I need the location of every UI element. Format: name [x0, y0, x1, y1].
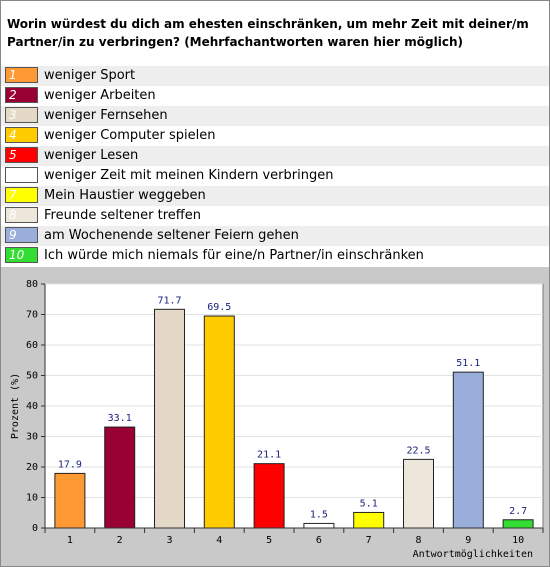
x-tick-label: 1 — [67, 535, 73, 546]
bar — [54, 472, 86, 529]
legend-swatch: 5 — [5, 147, 38, 163]
x-tick-label: 2 — [117, 535, 123, 546]
legend-label: Freunde seltener treffen — [44, 208, 201, 223]
value-label: 51.1 — [456, 358, 480, 369]
legend-row: 3 weniger Fernsehen — [1, 106, 549, 126]
legend-label: weniger Fernsehen — [44, 108, 168, 123]
legend-row: 1 weniger Sport — [1, 66, 549, 86]
y-tick-label: 0 — [32, 523, 38, 534]
legend-label: am Wochenende seltener Feiern gehen — [44, 228, 299, 243]
x-tick-label: 10 — [512, 535, 524, 546]
bar — [353, 511, 385, 529]
x-tick-label: 4 — [216, 535, 222, 546]
legend-swatch: 2 — [5, 87, 38, 103]
bar — [154, 308, 185, 529]
legend-label: Ich würde mich niemals für eine/n Partne… — [44, 248, 424, 263]
legend: 1 weniger Sport 2 weniger Arbeiten 3 weniger … — [1, 66, 549, 266]
legend-row: 6 weniger Zeit mit meinen Kindern verbrin… — [1, 166, 549, 186]
x-tick-label: 5 — [266, 535, 272, 546]
legend-swatch: 6 — [5, 167, 38, 183]
bar — [303, 522, 335, 529]
bar — [502, 519, 534, 529]
value-label: 21.1 — [257, 450, 281, 461]
bar — [104, 426, 136, 529]
value-label: 1.5 — [310, 509, 328, 520]
bar — [403, 458, 434, 529]
legend-label: weniger Computer spielen — [44, 128, 216, 143]
legend-swatch: 1 — [5, 67, 38, 83]
legend-row: 9 am Wochenende seltener Feiern gehen — [1, 226, 549, 246]
bar — [253, 463, 285, 529]
value-label: 33.1 — [108, 413, 132, 424]
x-tick-label: 8 — [415, 535, 421, 546]
y-tick-label: 60 — [26, 340, 38, 351]
legend-row: 4 weniger Computer spielen — [1, 126, 549, 146]
value-label: 2.7 — [509, 506, 527, 517]
legend-label: weniger Arbeiten — [44, 88, 156, 103]
bar — [452, 371, 484, 529]
value-label: 5.1 — [360, 498, 378, 509]
question-title: Worin würdest du dich am ehesten einschr… — [7, 17, 529, 49]
legend-row: 7 Mein Haustier weggeben — [1, 186, 549, 206]
value-label: 71.7 — [157, 295, 181, 306]
y-tick-label: 50 — [26, 371, 38, 382]
legend-label: weniger Lesen — [44, 148, 139, 163]
legend-swatch: 3 — [5, 107, 38, 123]
legend-swatch: 8 — [5, 207, 38, 223]
legend-swatch: 4 — [5, 127, 38, 143]
legend-row: 8 Freunde seltener treffen — [1, 206, 549, 226]
legend-swatch: 9 — [5, 227, 38, 243]
value-label: 69.5 — [207, 302, 231, 313]
y-tick-label: 10 — [26, 493, 38, 504]
y-tick-label: 70 — [26, 310, 38, 321]
x-axis-title: Antwortmöglichkeiten — [413, 549, 533, 560]
legend-label: Mein Haustier weggeben — [44, 188, 206, 203]
y-tick-label: 30 — [26, 432, 38, 443]
value-label: 17.9 — [58, 459, 82, 470]
legend-label: weniger Sport — [44, 68, 136, 83]
legend-swatch: 7 — [5, 187, 38, 203]
legend-row: 5 weniger Lesen — [1, 146, 549, 166]
x-tick-label: 7 — [366, 535, 372, 546]
x-tick-label: 3 — [166, 535, 172, 546]
legend-label: weniger Zeit mit meinen Kindern verbring… — [44, 168, 334, 183]
value-label: 22.5 — [406, 445, 430, 456]
legend-swatch: 10 — [5, 247, 38, 263]
x-tick-label: 6 — [316, 535, 322, 546]
y-tick-label: 40 — [26, 401, 38, 412]
legend-row: 10 Ich würde mich niemals für eine/n Part… — [1, 246, 549, 266]
y-tick-label: 20 — [26, 462, 38, 473]
bar — [203, 315, 235, 529]
y-tick-label: 80 — [26, 279, 38, 290]
legend-row: 2 weniger Arbeiten — [1, 86, 549, 106]
x-tick-label: 9 — [465, 535, 471, 546]
y-axis-title: Prozent (%) — [10, 373, 21, 439]
chart: Prozent (%) Antwortmöglichkeiten 0 10 20 30… — [1, 267, 549, 566]
